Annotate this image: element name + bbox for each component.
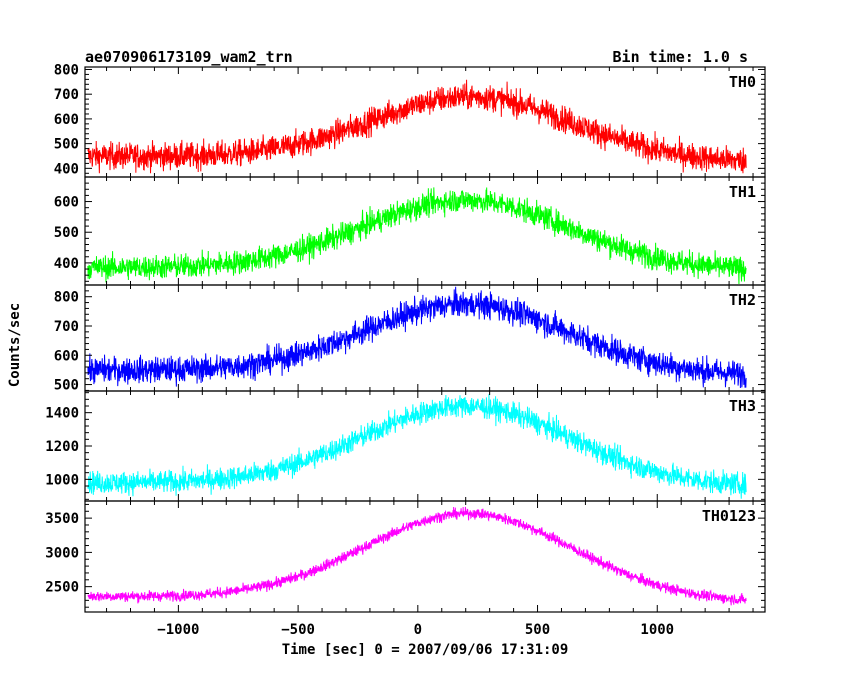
panel-th0: 400 500 600 700 800 TH0 xyxy=(54,62,766,178)
y-tick-label: 1400 xyxy=(45,406,79,422)
y-tick-label: 600 xyxy=(54,112,79,128)
x-tick-label: 1000 xyxy=(640,622,674,638)
bin-time-label: Bin time: 1.0 s xyxy=(613,48,748,66)
x-tick-label: 0 xyxy=(414,622,422,638)
y-tick-label: 400 xyxy=(54,256,79,272)
chart-title: ae070906173109_wam2_trn xyxy=(85,48,293,66)
panel-frame xyxy=(84,500,766,613)
y-tick-label: 500 xyxy=(54,225,79,241)
series-line-th0 xyxy=(87,79,747,174)
panel-frame xyxy=(84,284,766,392)
panels: 400 500 600 700 800 TH0 400 500 600 TH1 500 600 700 8… xyxy=(45,62,766,613)
y-tick-label: 700 xyxy=(54,319,79,335)
panel-frame xyxy=(84,176,766,286)
y-tick-label: 2500 xyxy=(45,580,79,596)
y-axis-label: Counts/sec xyxy=(7,303,23,387)
series-line-th0123 xyxy=(87,506,747,606)
y-tick-label: 600 xyxy=(54,195,79,211)
panel-th1: 400 500 600 TH1 xyxy=(54,176,766,286)
x-axis-label: Time [sec] 0 = 2007/09/06 17:31:09 xyxy=(282,642,569,658)
y-tick-label: 500 xyxy=(54,137,79,153)
y-tick-label: 800 xyxy=(54,290,79,306)
y-tick-label: 3000 xyxy=(45,545,79,561)
x-tick-label: −1000 xyxy=(157,622,199,638)
panel-label: TH0123 xyxy=(702,507,756,525)
x-tick-label: −500 xyxy=(281,622,315,638)
x-tick-label: 500 xyxy=(525,622,550,638)
series-line-th2 xyxy=(87,286,747,388)
panel-label: TH3 xyxy=(729,397,756,415)
y-tick-label: 600 xyxy=(54,348,79,364)
panel-th0123: 2500 3000 3500 TH0123 xyxy=(45,500,766,613)
y-tick-label: 700 xyxy=(54,87,79,103)
y-tick-label: 500 xyxy=(54,378,79,394)
series-line-th3 xyxy=(87,394,747,499)
y-tick-label: 800 xyxy=(54,62,79,78)
panel-th2: 500 600 700 800 TH2 xyxy=(54,284,766,394)
y-tick-label: 3500 xyxy=(45,511,79,527)
panel-label: TH1 xyxy=(729,183,756,201)
panel-th3: 1000 1200 1400 TH3 xyxy=(45,390,766,502)
y-tick-label: 1000 xyxy=(45,472,79,488)
series-line-th1 xyxy=(87,187,747,284)
y-tick-label: 1200 xyxy=(45,439,79,455)
panel-label: TH2 xyxy=(729,291,756,309)
x-axis: −1000 −500 0 500 1000 xyxy=(157,622,674,638)
y-tick-label: 400 xyxy=(54,161,79,177)
panel-label: TH0 xyxy=(729,73,756,91)
